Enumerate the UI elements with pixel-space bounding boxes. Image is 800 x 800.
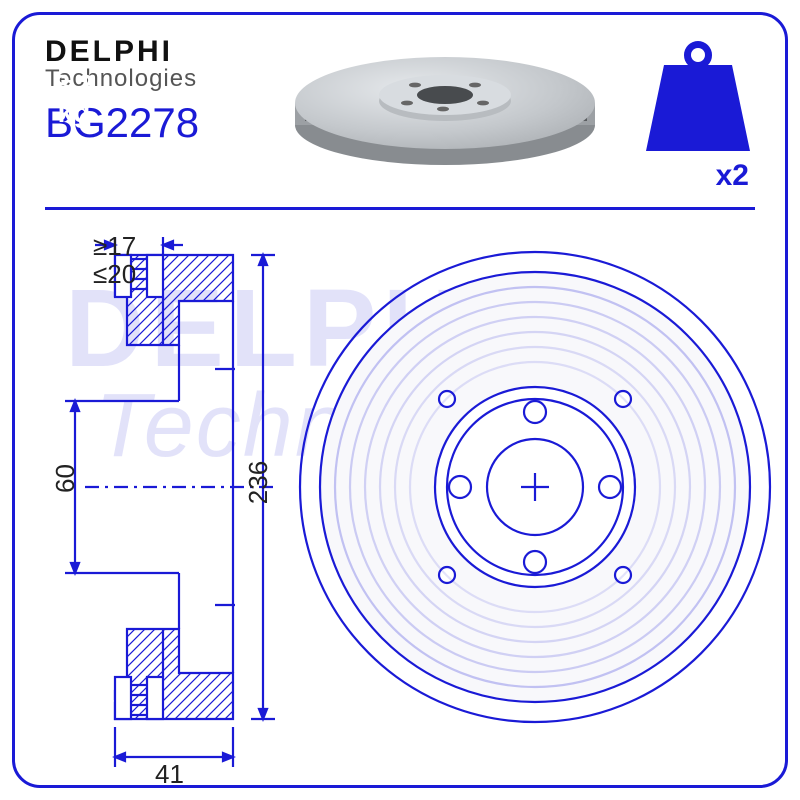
header-region: DELPHI Technologies BG2278: [15, 15, 785, 193]
weight-number: 8.2: [55, 69, 94, 100]
dim-height: 41: [155, 759, 184, 788]
product-photo: [285, 49, 605, 169]
weight-icon: [639, 37, 757, 155]
technical-drawing: ≥17 ≤20 60 236 41: [15, 219, 785, 785]
dim-thickness-nom: ≤20: [93, 259, 136, 290]
product-card-frame: DELPHI Technologies BG2278: [12, 12, 788, 788]
drawing-svg: [15, 219, 785, 788]
weight-unit: kg: [58, 97, 91, 128]
header-divider: [45, 207, 755, 210]
front-view: [300, 252, 770, 722]
quantity-label: x2: [716, 159, 749, 193]
dim-hub-bore: 60: [50, 464, 81, 493]
weight-value: 8.2 kg: [15, 71, 133, 127]
dim-diameter: 236: [243, 461, 274, 504]
dim-thickness-min: ≥17: [93, 231, 136, 262]
